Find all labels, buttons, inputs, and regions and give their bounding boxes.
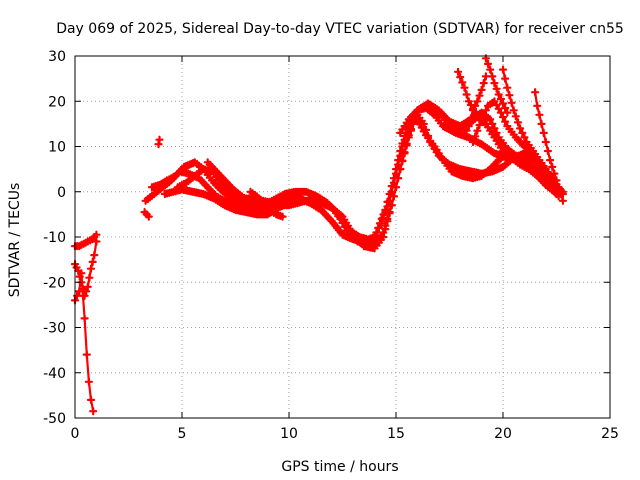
series-s14 xyxy=(460,72,490,140)
series-markers xyxy=(531,88,567,205)
x-tick-label: 15 xyxy=(387,426,405,442)
chart-title: Day 069 of 2025, Sidereal Day-to-day VTE… xyxy=(56,21,624,37)
series-markers xyxy=(246,187,287,221)
series-markers xyxy=(468,97,538,158)
x-tick-label: 0 xyxy=(71,426,80,442)
series-s13 xyxy=(454,67,486,124)
y-tick-label: 0 xyxy=(57,185,66,201)
x-tick-label: 5 xyxy=(178,426,187,442)
y-tick-label: 30 xyxy=(48,49,66,65)
axis-ticks: 0 5 10 15 20 25 -50 -40 -30 -20 -10 0 10 20 30 xyxy=(43,49,619,442)
series-markers xyxy=(154,135,164,149)
y-tick-label: -30 xyxy=(43,321,66,337)
y-tick-label: -50 xyxy=(43,411,66,427)
series-markers xyxy=(460,72,490,140)
series-s11 xyxy=(246,187,287,221)
series-s18 xyxy=(531,88,567,205)
y-tick-label: -20 xyxy=(43,275,66,291)
series-s4 xyxy=(140,208,153,221)
y-tick-label: 20 xyxy=(48,94,66,110)
series-line xyxy=(176,102,560,245)
y-tick-label: 10 xyxy=(48,140,66,156)
series-markers xyxy=(454,67,486,124)
x-axis-label: GPS time / hours xyxy=(281,459,398,475)
series-layer xyxy=(70,54,567,416)
x-tick-label: 20 xyxy=(494,426,512,442)
series-markers xyxy=(140,208,153,221)
y-axis-label: SDTVAR / TECUs xyxy=(7,183,23,298)
series-s16 xyxy=(481,54,512,117)
series-s5 xyxy=(154,135,164,149)
y-tick-label: -40 xyxy=(43,366,66,382)
x-tick-label: 25 xyxy=(601,426,619,442)
series-s15 xyxy=(468,97,538,158)
x-tick-label: 10 xyxy=(280,426,298,442)
series-markers xyxy=(481,54,512,117)
y-tick-label: -10 xyxy=(43,230,66,246)
